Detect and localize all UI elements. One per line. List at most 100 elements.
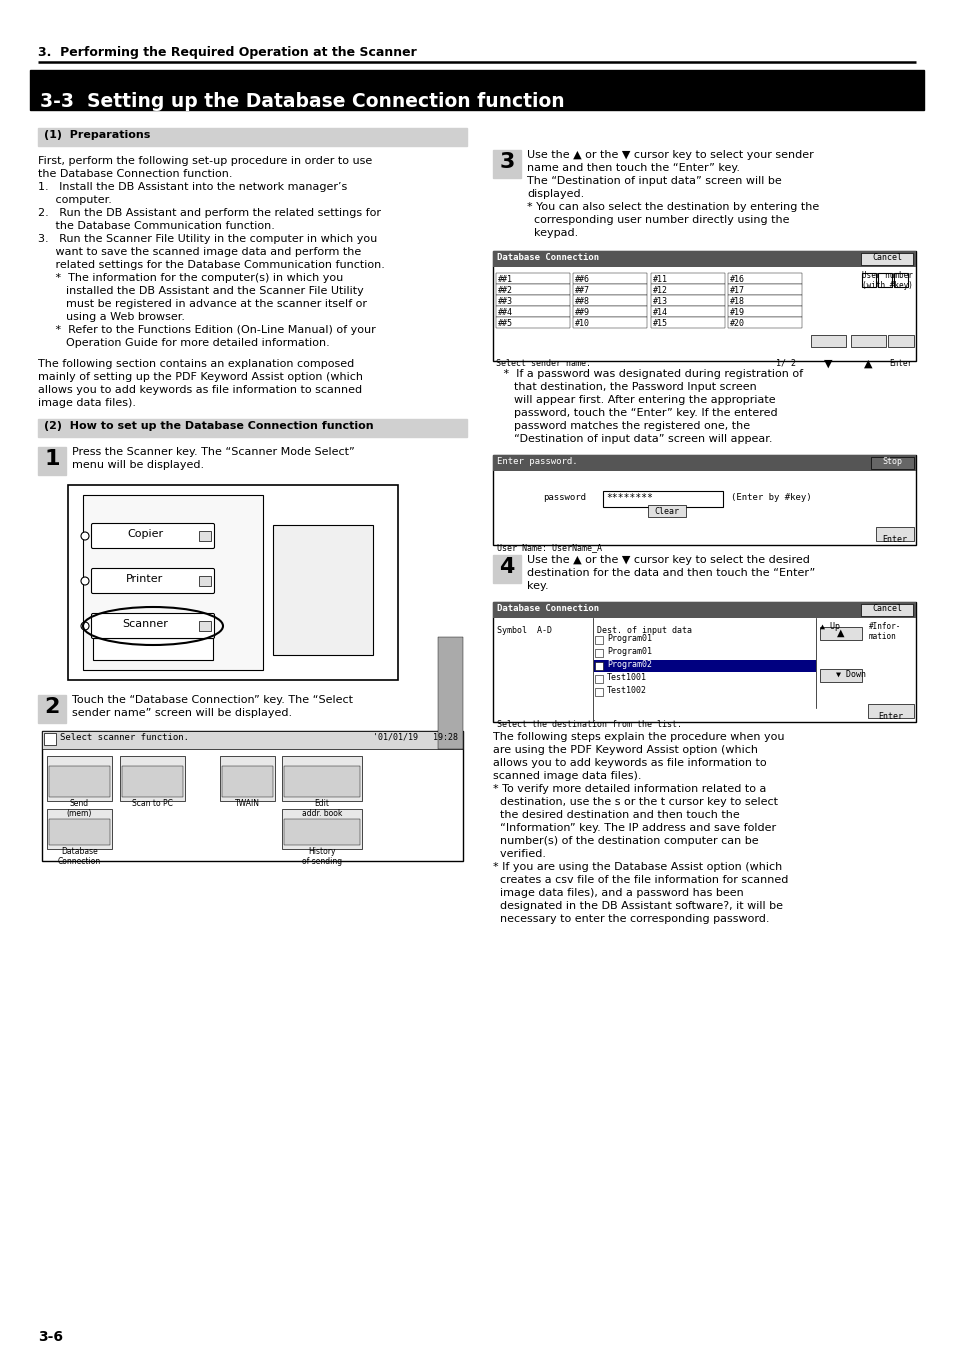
Text: Program01: Program01 [606, 647, 651, 657]
Text: *  The information for the computer(s) in which you: * The information for the computer(s) in… [38, 273, 343, 282]
Text: ##6: ##6 [575, 276, 589, 284]
Bar [42, 731, 462, 861]
Text: Enter password.: Enter password. [497, 457, 577, 466]
Bar [282, 757, 361, 801]
Bar [496, 317, 569, 328]
Bar [850, 335, 885, 347]
Text: 2: 2 [44, 697, 60, 717]
Text: 1.   Install the DB Assistant into the network manager’s: 1. Install the DB Assistant into the net… [38, 182, 347, 192]
Text: #14: #14 [652, 308, 667, 317]
Text: name and then touch the “Enter” key.: name and then touch the “Enter” key. [526, 163, 740, 173]
Text: ##5: ##5 [497, 319, 513, 328]
Bar [493, 251, 915, 361]
Bar [877, 273, 891, 286]
Text: Stop: Stop [882, 457, 901, 466]
Bar [595, 648, 602, 657]
Bar [573, 284, 646, 295]
Text: must be registered in advance at the scanner itself or: must be registered in advance at the sca… [38, 299, 367, 309]
FancyBboxPatch shape [91, 523, 214, 549]
Text: * If you are using the Database Assist option (which: * If you are using the Database Assist o… [493, 862, 781, 871]
Circle shape [81, 577, 89, 585]
Bar [493, 603, 915, 617]
Bar [727, 284, 801, 295]
Bar [496, 284, 569, 295]
Text: Enter: Enter [888, 359, 912, 367]
Text: verified.: verified. [493, 848, 545, 859]
Text: Select the destination from the list.: Select the destination from the list. [497, 720, 681, 730]
Text: Test1001: Test1001 [606, 673, 646, 682]
Text: that destination, the Password Input screen: that destination, the Password Input scr… [493, 382, 756, 392]
Bar [867, 704, 913, 717]
Text: are using the PDF Keyword Assist option (which: are using the PDF Keyword Assist option … [493, 744, 758, 755]
Bar [493, 603, 915, 721]
Bar [220, 757, 274, 801]
Text: ▲: ▲ [862, 359, 871, 369]
Bar [650, 305, 724, 317]
Text: The following section contains an explanation composed: The following section contains an explan… [38, 359, 354, 369]
Bar [38, 447, 66, 476]
Text: number(s) of the destination computer can be: number(s) of the destination computer ca… [493, 836, 758, 846]
Bar [284, 766, 359, 797]
FancyBboxPatch shape [91, 569, 214, 593]
Text: destination for the data and then touch the “Enter”: destination for the data and then touch … [526, 567, 815, 578]
Bar [861, 253, 912, 265]
Bar [120, 757, 185, 801]
Bar [83, 494, 263, 670]
Text: ▲ Up: ▲ Up [820, 621, 840, 631]
Text: Cancel: Cancel [871, 253, 901, 262]
Text: Touch the “Database Connection” key. The “Select: Touch the “Database Connection” key. The… [71, 694, 353, 705]
Bar [595, 676, 602, 684]
Text: 4: 4 [498, 557, 515, 577]
Text: image data files).: image data files). [38, 399, 136, 408]
Bar [199, 576, 211, 586]
Text: Press the Scanner key. The “Scanner Mode Select”: Press the Scanner key. The “Scanner Mode… [71, 447, 355, 457]
Text: (1)  Preparations: (1) Preparations [44, 130, 151, 141]
Text: ##7: ##7 [575, 286, 589, 295]
Text: * To verify more detailed information related to a: * To verify more detailed information re… [493, 784, 765, 794]
Bar [68, 485, 397, 680]
Text: corresponding user number directly using the: corresponding user number directly using… [526, 215, 789, 226]
Bar [887, 335, 913, 347]
Bar [595, 636, 602, 644]
Text: designated in the DB Assistant software?, it will be: designated in the DB Assistant software?… [493, 901, 782, 911]
Bar [42, 731, 462, 748]
Text: * You can also select the destination by entering the: * You can also select the destination by… [526, 203, 819, 212]
Text: necessary to enter the corresponding password.: necessary to enter the corresponding pas… [493, 915, 769, 924]
Text: want to save the scanned image data and perform the: want to save the scanned image data and … [38, 247, 361, 257]
Text: ▼ Down: ▼ Down [835, 670, 865, 680]
Text: History
of sending: History of sending [301, 847, 342, 866]
Text: ##1: ##1 [497, 276, 513, 284]
Circle shape [81, 621, 89, 630]
Bar [38, 419, 467, 436]
Text: (Enter by #key): (Enter by #key) [730, 493, 811, 503]
Text: Scan to PC: Scan to PC [132, 798, 172, 808]
Text: scanned image data files).: scanned image data files). [493, 771, 640, 781]
FancyBboxPatch shape [91, 613, 214, 639]
Text: #16: #16 [729, 276, 744, 284]
Text: 3.  Performing the Required Operation at the Scanner: 3. Performing the Required Operation at … [38, 46, 416, 59]
Bar [893, 273, 907, 286]
Text: Dest. of input data: Dest. of input data [597, 626, 691, 635]
Bar [44, 734, 56, 744]
Text: menu will be displayed.: menu will be displayed. [71, 459, 204, 470]
Text: #15: #15 [652, 319, 667, 328]
Text: 1: 1 [44, 449, 60, 469]
Bar [49, 819, 110, 844]
Bar [647, 505, 685, 517]
Text: #17: #17 [729, 286, 744, 295]
Bar [199, 531, 211, 540]
Bar [49, 766, 110, 797]
Text: 3: 3 [498, 153, 515, 172]
Bar [284, 819, 359, 844]
Bar [199, 621, 211, 631]
Text: Edit
addr. book: Edit addr. book [301, 798, 342, 819]
Bar [810, 335, 845, 347]
Bar [595, 688, 602, 696]
Bar [650, 317, 724, 328]
Text: the Database Connection function.: the Database Connection function. [38, 169, 233, 178]
Text: Use the ▲ or the ▼ cursor key to select your sender: Use the ▲ or the ▼ cursor key to select … [526, 150, 813, 159]
Bar [650, 273, 724, 284]
Text: displayed.: displayed. [526, 189, 583, 199]
Text: allows you to add keywords as file information to: allows you to add keywords as file infor… [493, 758, 766, 767]
Bar [650, 284, 724, 295]
